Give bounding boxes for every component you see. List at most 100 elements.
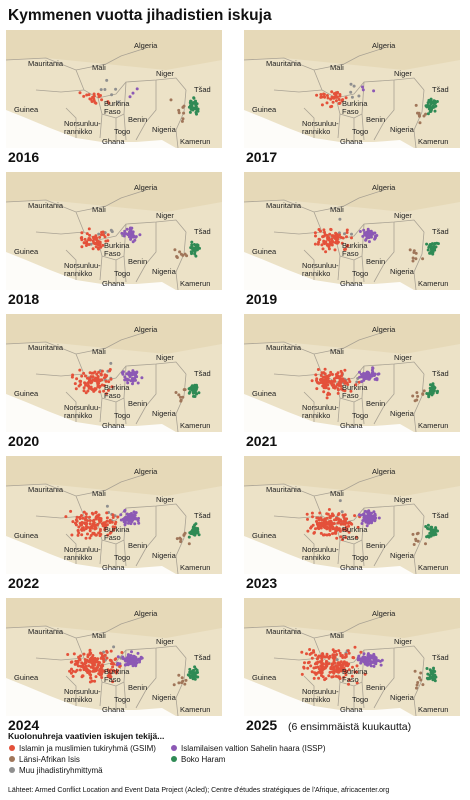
event-dot	[70, 667, 73, 671]
event-dot	[435, 100, 439, 103]
event-dot	[342, 675, 346, 679]
event-dot	[315, 662, 319, 666]
event-dot	[88, 536, 92, 540]
event-dot	[178, 250, 182, 254]
event-dot	[190, 245, 194, 249]
border	[99, 539, 127, 567]
event-dot	[349, 389, 353, 393]
event-dot	[70, 533, 74, 537]
event-dot	[181, 395, 185, 399]
event-dot	[300, 672, 304, 676]
country-label: Faso	[104, 533, 121, 542]
country-label: Norsunluu-	[302, 403, 339, 412]
event-dot	[177, 681, 181, 685]
event-dot	[361, 88, 365, 92]
event-dot	[343, 655, 347, 659]
event-dot	[173, 248, 177, 252]
country-label: Nigeria	[390, 125, 415, 134]
border	[35, 657, 85, 661]
country-label: Tšad	[432, 653, 449, 662]
border	[175, 89, 187, 149]
event-dot	[134, 664, 138, 668]
country-label: Kamerun	[418, 137, 448, 146]
map-panel: Algeria Mauritania Mali Niger Tšad Guinea Burk…	[243, 30, 460, 149]
event-dot	[99, 664, 103, 668]
event-dot	[345, 228, 349, 232]
event-dot	[126, 521, 130, 525]
event-dot	[95, 241, 99, 245]
event-dot	[117, 100, 121, 104]
event-dot	[433, 670, 437, 673]
event-dot	[421, 683, 425, 687]
border	[303, 391, 315, 422]
event-dot	[368, 232, 372, 235]
event-dot	[346, 649, 350, 653]
event-dot	[86, 389, 90, 393]
event-dot	[411, 256, 415, 260]
border	[337, 681, 365, 709]
year-label: 2023	[246, 575, 277, 591]
event-dot	[432, 389, 436, 393]
event-dot	[138, 658, 142, 662]
event-dot	[97, 232, 101, 236]
border	[99, 397, 127, 425]
country-label: Tšad	[432, 369, 449, 378]
event-dot	[195, 246, 199, 250]
event-dot	[345, 235, 348, 239]
event-dot	[105, 78, 109, 82]
event-dot	[107, 101, 111, 105]
event-dot	[190, 384, 194, 388]
border	[5, 331, 147, 355]
event-dot	[90, 679, 94, 683]
event-dot	[102, 233, 106, 237]
event-dot	[347, 651, 351, 655]
event-dot	[305, 512, 309, 516]
event-dot	[313, 231, 317, 235]
event-dot	[357, 94, 361, 98]
event-dot	[341, 538, 344, 542]
country-label: Benin	[128, 257, 147, 266]
country-label: Togo	[114, 269, 130, 278]
event-dot	[80, 514, 83, 517]
country-label: Kamerun	[180, 563, 210, 572]
country-label: Norsunluu-	[64, 119, 101, 128]
event-dot	[105, 392, 108, 396]
event-dot	[325, 516, 329, 520]
event-dot	[344, 673, 348, 677]
event-dot	[337, 663, 341, 667]
event-dot	[320, 667, 324, 670]
border	[303, 675, 315, 706]
legend-label: Muu jihadistiryhmittymä	[19, 766, 103, 775]
country-label: Burkina	[342, 241, 368, 250]
event-dot	[179, 395, 182, 399]
event-dot	[80, 533, 84, 537]
event-dot	[340, 374, 344, 378]
event-dot	[174, 391, 178, 394]
country-label: Mali	[92, 347, 106, 356]
event-dot	[90, 660, 94, 664]
event-dot	[317, 228, 321, 231]
event-dot	[88, 377, 92, 381]
event-dot	[364, 231, 368, 235]
event-dot	[361, 85, 364, 89]
country-label: Benin	[366, 115, 385, 124]
event-dot	[322, 525, 326, 529]
sahara	[6, 598, 222, 638]
country-label: Kamerun	[418, 279, 448, 288]
event-dot	[335, 667, 339, 671]
event-dot	[140, 376, 144, 380]
country-label: Niger	[156, 69, 174, 78]
event-dot	[324, 665, 328, 669]
event-dot	[334, 664, 338, 668]
event-dot	[315, 671, 319, 675]
event-dot	[426, 672, 430, 676]
event-dot	[345, 231, 349, 234]
event-dot	[105, 523, 109, 527]
event-dot	[98, 235, 102, 239]
event-dot	[413, 399, 417, 403]
event-dot	[97, 531, 101, 535]
event-dot	[327, 238, 331, 242]
event-dot	[431, 100, 435, 104]
event-dot	[365, 514, 369, 518]
